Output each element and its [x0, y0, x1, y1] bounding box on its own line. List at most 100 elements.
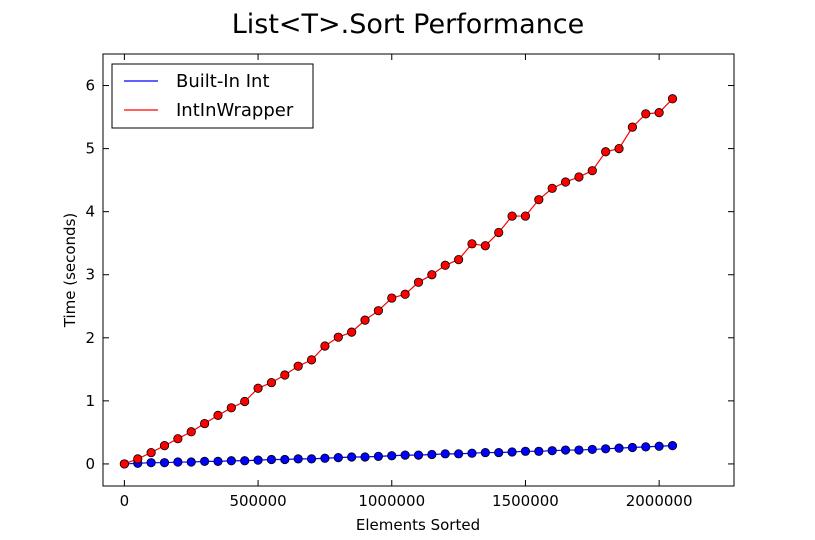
data-point-intinwrapper	[253, 383, 263, 393]
data-point-intinwrapper	[454, 254, 464, 265]
data-point-intinwrapper	[641, 109, 651, 119]
data-point-built-in-int	[480, 447, 490, 458]
data-point-intinwrapper	[146, 447, 156, 458]
chart-title: List<T>.Sort Performance	[232, 9, 585, 40]
data-point-built-in-int	[440, 449, 450, 459]
data-point-built-in-int	[200, 456, 210, 467]
data-point-built-in-int	[627, 442, 637, 453]
data-point-intinwrapper	[520, 211, 531, 221]
data-point-built-in-int	[667, 441, 678, 451]
y-tick-label: 3	[85, 266, 95, 284]
data-point-intinwrapper	[480, 241, 490, 251]
data-point-intinwrapper	[667, 94, 678, 104]
data-point-built-in-int	[173, 457, 183, 467]
data-point-intinwrapper	[413, 277, 424, 287]
data-point-intinwrapper	[547, 183, 557, 193]
data-point-intinwrapper	[306, 355, 317, 365]
data-point-intinwrapper	[400, 289, 410, 299]
x-axis-label: Elements Sorted	[356, 516, 480, 534]
data-point-built-in-int	[520, 446, 531, 456]
data-point-built-in-int	[347, 452, 357, 462]
y-tick-label: 0	[85, 455, 95, 473]
data-point-built-in-int	[240, 456, 250, 466]
data-point-intinwrapper	[119, 459, 129, 469]
data-point-intinwrapper	[133, 454, 143, 464]
y-axis-label: Time (seconds)	[61, 213, 79, 329]
x-tick-label: 2000000	[626, 492, 693, 510]
y-tick-label: 1	[85, 392, 95, 410]
x-tick-label: 500000	[229, 492, 286, 510]
data-point-intinwrapper	[534, 195, 544, 205]
data-point-built-in-int	[614, 443, 624, 453]
legend-box	[111, 63, 314, 129]
data-point-built-in-int	[547, 446, 557, 456]
data-point-built-in-int	[226, 456, 236, 466]
data-point-built-in-int	[587, 444, 597, 455]
data-point-built-in-int	[333, 453, 343, 463]
y-tick-label: 4	[85, 203, 95, 221]
data-point-intinwrapper	[373, 306, 383, 316]
data-point-intinwrapper	[186, 427, 196, 437]
data-point-intinwrapper	[627, 122, 637, 132]
data-point-intinwrapper	[614, 143, 624, 154]
data-point-intinwrapper	[213, 410, 223, 420]
data-point-built-in-int	[507, 447, 517, 457]
data-point-intinwrapper	[601, 147, 611, 157]
data-point-built-in-int	[293, 454, 303, 464]
data-point-intinwrapper	[360, 315, 370, 325]
data-point-built-in-int	[494, 447, 504, 458]
data-point-built-in-int	[253, 455, 263, 465]
x-tick-label: 1000000	[358, 492, 425, 510]
data-point-built-in-int	[360, 452, 370, 462]
legend-label-intinwrapper: IntInWrapper	[176, 100, 294, 121]
x-tick-label: 1500000	[492, 492, 559, 510]
data-point-built-in-int	[266, 454, 277, 465]
data-point-built-in-int	[306, 454, 317, 464]
data-point-intinwrapper	[560, 177, 571, 187]
data-point-built-in-int	[601, 444, 611, 454]
data-point-intinwrapper	[587, 166, 597, 176]
data-point-intinwrapper	[347, 327, 357, 337]
legend-label-built-in-int: Built-In Int	[176, 71, 270, 92]
data-point-intinwrapper	[266, 377, 277, 388]
data-point-intinwrapper	[293, 361, 303, 371]
data-point-intinwrapper	[387, 293, 397, 303]
data-point-intinwrapper	[159, 441, 170, 451]
data-point-intinwrapper	[173, 434, 183, 444]
data-point-built-in-int	[534, 446, 544, 456]
data-point-intinwrapper	[200, 418, 210, 429]
data-point-built-in-int	[146, 458, 156, 468]
data-point-built-in-int	[387, 451, 397, 461]
x-tick-label: 0	[120, 492, 130, 510]
data-point-intinwrapper	[280, 370, 290, 380]
legend: Built-In Int IntInWrapper	[111, 63, 314, 129]
data-point-built-in-int	[186, 457, 196, 467]
tick-layer: 0 500000 1000000 1500000 2000000 0 1 2 3 4 5 6	[85, 54, 734, 510]
data-point-intinwrapper	[654, 108, 664, 118]
data-point-built-in-int	[427, 449, 437, 460]
data-point-intinwrapper	[226, 403, 236, 413]
plot-frame	[102, 53, 735, 487]
data-point-built-in-int	[213, 456, 223, 467]
y-tick-label: 5	[85, 140, 95, 158]
data-point-intinwrapper	[440, 260, 450, 270]
data-point-built-in-int	[400, 450, 410, 460]
data-point-built-in-int	[654, 441, 664, 451]
y-tick-label: 6	[85, 77, 95, 95]
data-point-built-in-int	[641, 442, 651, 452]
data-point-intinwrapper	[574, 172, 584, 182]
data-point-intinwrapper	[240, 396, 250, 407]
data-point-intinwrapper	[494, 227, 504, 238]
data-point-built-in-int	[467, 448, 477, 458]
data-point-intinwrapper	[507, 211, 517, 221]
data-point-built-in-int	[454, 449, 464, 459]
data-point-built-in-int	[373, 451, 383, 461]
series-layer	[119, 94, 678, 469]
data-point-intinwrapper	[333, 332, 343, 342]
data-point-built-in-int	[159, 458, 170, 468]
data-point-intinwrapper	[467, 239, 477, 249]
data-point-built-in-int	[560, 445, 571, 455]
data-point-intinwrapper	[320, 341, 330, 351]
data-point-built-in-int	[320, 453, 330, 463]
